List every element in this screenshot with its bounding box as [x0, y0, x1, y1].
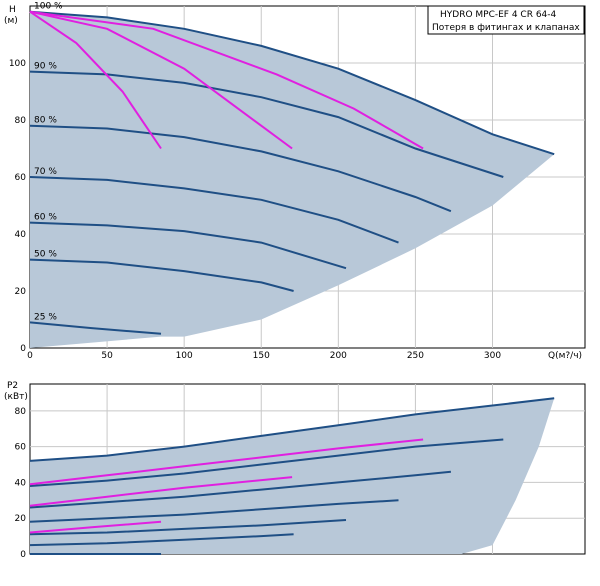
- speed-curve-80pct: [29, 124, 452, 213]
- y-tick-label: 20: [15, 287, 27, 297]
- y-tick-label: 20: [15, 514, 27, 524]
- chart-title: HYDRO MPC-EF 4 CR 64-4: [440, 10, 557, 20]
- y-tick-label: 40: [15, 230, 27, 240]
- y-tick-label: 0: [20, 550, 26, 560]
- system-curve-2: [29, 10, 293, 150]
- speed-label: 70 %: [34, 167, 57, 177]
- y-tick-label: 80: [15, 407, 27, 417]
- y-tick-label: 60: [15, 173, 27, 183]
- speed-curve-100pct: [29, 10, 555, 156]
- head-y-ticks: 0 20 40 60 80 100: [9, 59, 26, 354]
- speed-curve-60pct: [29, 519, 347, 536]
- speed-label: 50 %: [34, 250, 57, 260]
- power-y-axis-unit: (кВт): [4, 392, 28, 402]
- x-tick-label: 0: [27, 351, 33, 361]
- y-tick-label: 0: [20, 344, 26, 354]
- speed-label: 25 %: [34, 312, 57, 322]
- head-operating-envelope: [30, 11, 555, 348]
- speed-curve-50pct: [29, 258, 294, 292]
- speed-curve-25pct: [29, 321, 162, 335]
- y-tick-label: 40: [15, 478, 27, 488]
- x-tick-label: 250: [407, 351, 424, 361]
- speed-curve-90pct: [29, 438, 504, 487]
- head-speed-labels: 100 % 90 % 80 % 70 % 60 % 50 % 25 %: [34, 2, 63, 323]
- y-tick-label: 80: [15, 116, 27, 126]
- y-tick-label: 60: [15, 443, 27, 453]
- speed-curve-100pct: [29, 397, 555, 462]
- y-tick-label: 100: [9, 59, 26, 69]
- x-tick-label: 50: [101, 351, 113, 361]
- x-tick-label: 150: [253, 351, 270, 361]
- speed-curve-70pct: [29, 176, 399, 244]
- speed-label: 100 %: [34, 2, 63, 12]
- power-chart: 0 20 40 60 80 P2 (кВт): [4, 381, 586, 560]
- head-system-curves: [29, 10, 424, 150]
- system-curve-3: [29, 10, 424, 150]
- power-y-axis-label: P2: [7, 381, 18, 391]
- head-x-axis-label: Q(м?/ч): [548, 351, 582, 361]
- speed-curve-80pct: [29, 470, 452, 509]
- head-chart-legend: HYDRO MPC-EF 4 CR 64-4 Потеря в фитингах…: [427, 5, 585, 35]
- x-tick-label: 100: [176, 351, 193, 361]
- system-curve-2: [29, 476, 293, 507]
- system-curve-1: [29, 10, 162, 150]
- speed-curve-60pct: [29, 221, 347, 270]
- system-curve-1: [29, 438, 424, 486]
- speed-label: 60 %: [34, 213, 57, 223]
- x-tick-label: 300: [484, 351, 501, 361]
- system-curve-3: [29, 520, 162, 534]
- chart-subtitle: Потеря в фитингах и клапанах: [432, 23, 580, 33]
- power-y-ticks: 0 20 40 60 80: [15, 407, 27, 560]
- speed-curve-50pct: [29, 533, 294, 547]
- head-chart: 100 % 90 % 80 % 70 % 60 % 50 % 25 % 0 20 40 60 80 1…: [4, 2, 586, 361]
- head-y-axis-label: H: [9, 5, 16, 15]
- head-x-ticks: 0 50 100 150 200 250 300: [27, 351, 501, 361]
- x-tick-label: 200: [330, 351, 347, 361]
- power-speed-curves: [29, 397, 555, 555]
- power-system-curves: [29, 438, 424, 534]
- speed-curve-70pct: [29, 499, 399, 523]
- speed-label: 90 %: [34, 62, 57, 72]
- head-y-axis-unit: (м): [4, 16, 18, 26]
- speed-label: 80 %: [34, 116, 57, 126]
